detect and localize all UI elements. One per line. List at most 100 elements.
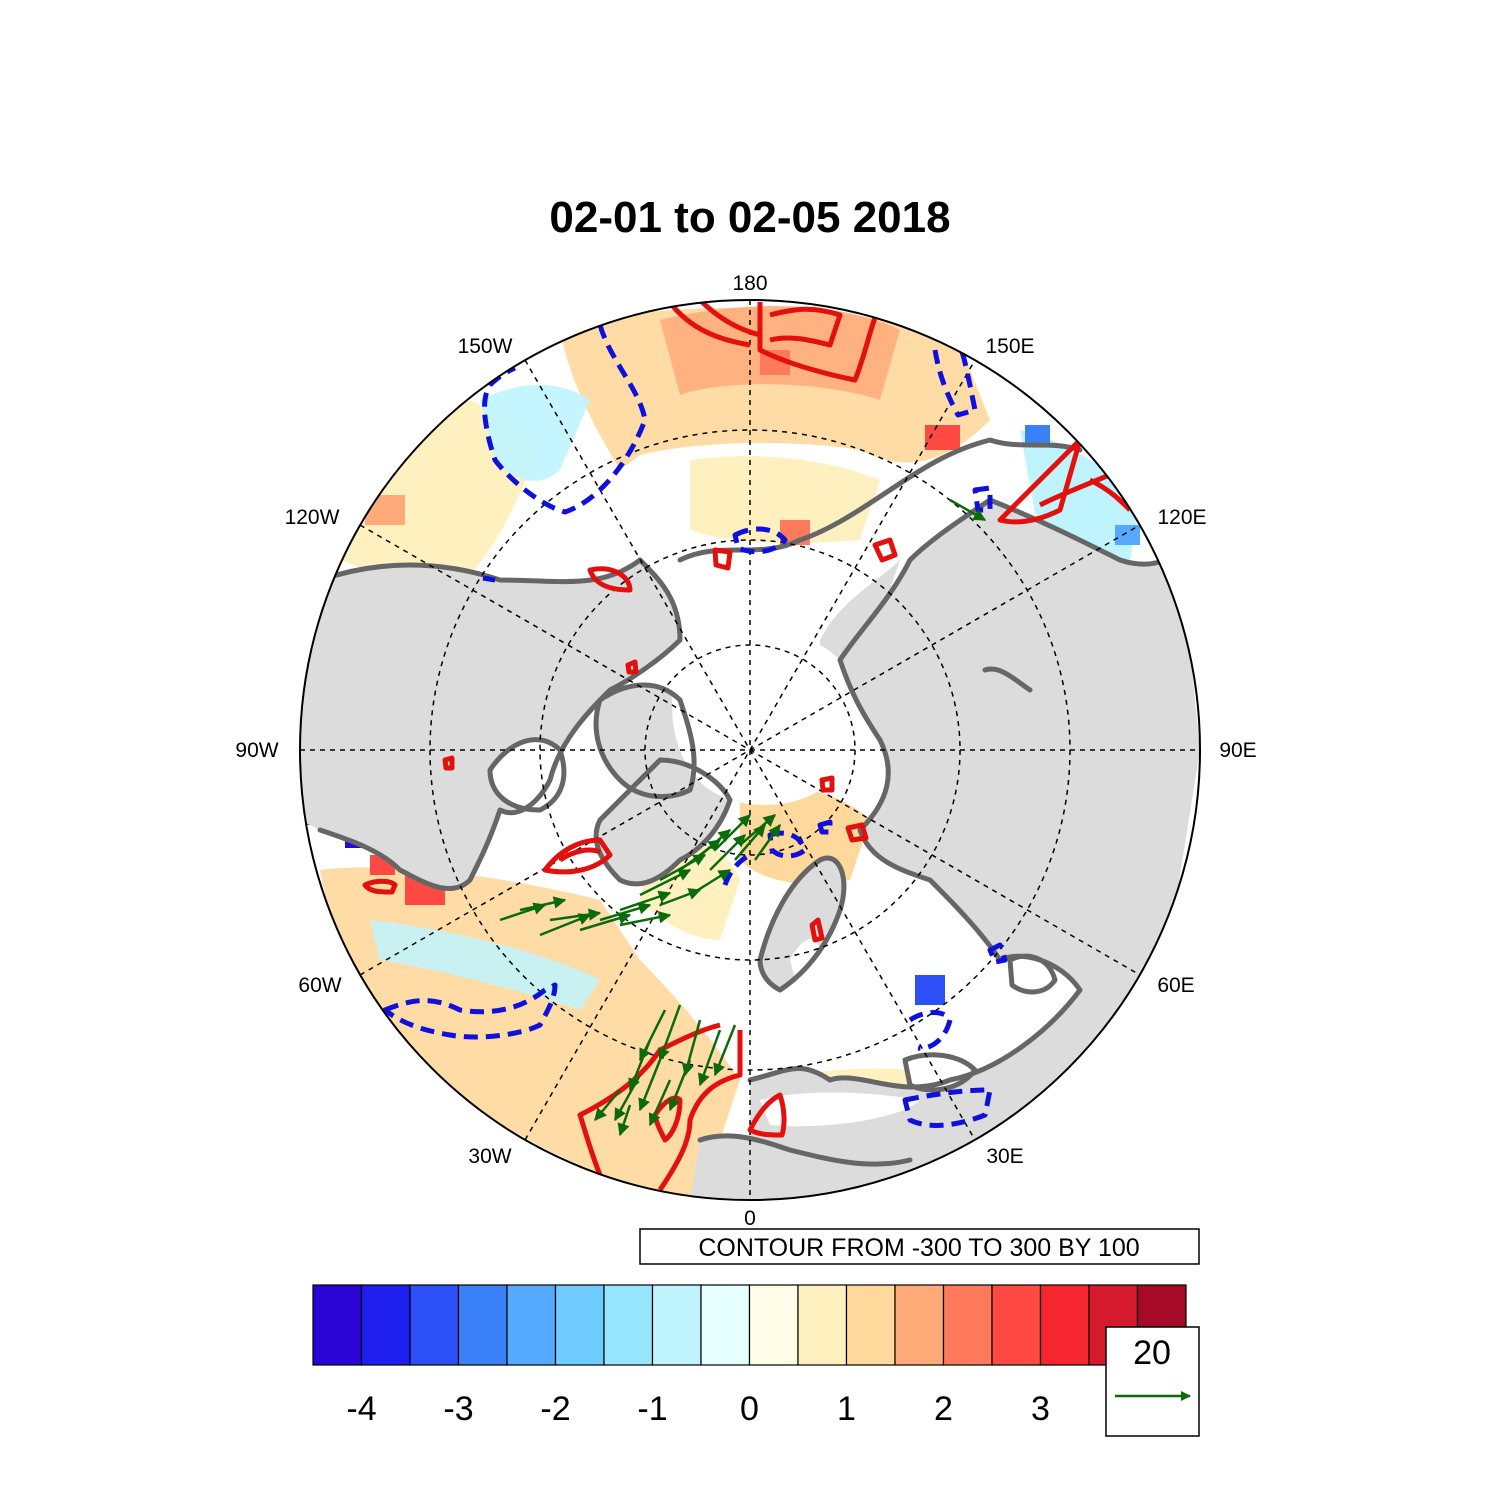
colorbar-labels: -4 -3 -2 -1 0 1 2 3 [346, 1390, 1050, 1428]
contour-kara [817, 819, 833, 835]
map-title: 02-01 to 02-05 2018 [549, 193, 950, 242]
wind-vector [697, 1029, 722, 1087]
lon-label-150e: 150E [985, 335, 1034, 358]
contour-japan [1088, 477, 1132, 512]
contour-barents-1 [819, 775, 835, 793]
land-masses [300, 500, 1200, 1200]
barents-warm [740, 786, 870, 884]
wind-vector [617, 1104, 632, 1137]
colorbar: -4 -3 -2 -1 0 1 2 3 [312, 1284, 1187, 1428]
japan-blue-cell [1025, 425, 1050, 445]
mediterranean-sea [760, 1092, 920, 1127]
contour-info-frame [639, 1228, 1200, 1265]
wind-vectors [499, 498, 987, 1137]
contour-okhotsk [972, 485, 993, 513]
colorbar-swatch [554, 1284, 605, 1366]
wind-vector [694, 829, 731, 861]
contour-black-sea [908, 1010, 953, 1051]
lon-label-30e: 30E [986, 1145, 1023, 1168]
lon-label-120e: 120E [1157, 506, 1206, 529]
contour-greenland-2 [558, 847, 601, 863]
lon-label-90w: 90W [235, 739, 278, 762]
wind-vector [628, 1039, 652, 1092]
colorbar-swatch [457, 1284, 508, 1366]
wind-vector [638, 1059, 662, 1112]
coast-siberia [677, 437, 1083, 563]
lon-label-0: 0 [744, 1207, 756, 1230]
contour-hudson [442, 755, 455, 771]
wind-vector [714, 814, 751, 851]
contour-east-siberian [712, 547, 733, 571]
wind-vector [499, 902, 547, 922]
contour-pacific-3 [757, 302, 878, 383]
negative-contours [382, 324, 1008, 1128]
coast-scandinavia [757, 855, 847, 993]
anomaly-shading [300, 306, 1140, 1200]
okhotsk-blue-cell [1115, 525, 1140, 545]
meridian-150 [524, 359, 976, 1141]
wind-vector [713, 1024, 737, 1077]
contour-north-atlantic [382, 982, 558, 1040]
map-disk [300, 300, 1200, 1200]
colorbar-swatch [312, 1284, 363, 1366]
scandinavia-land [760, 858, 844, 990]
colorbar-tick-label: -3 [443, 1390, 473, 1428]
wind-vector [539, 913, 592, 937]
contour-atlantic-east [657, 1030, 743, 1192]
lon-label-60e: 60E [1157, 974, 1194, 997]
contour-pacific-1 [665, 300, 751, 348]
contour-info-text: CONTOUR FROM -300 TO 300 BY 100 [698, 1234, 1139, 1262]
north-america-land [300, 560, 680, 889]
gulf-warm-cell [365, 495, 405, 525]
wind-vector [519, 896, 567, 912]
lon-label-30w: 30W [468, 1145, 511, 1168]
lon-label-90e: 90E [1219, 739, 1256, 762]
east-siberian-warm [690, 456, 880, 543]
coast-lake-baikal [982, 666, 1033, 693]
colorbar-swatch [651, 1284, 702, 1366]
colorbar-swatch [603, 1284, 654, 1366]
contour-barents [767, 830, 808, 859]
wind-vector [639, 868, 692, 897]
contour-atlantic-west [577, 1022, 721, 1176]
baltic-sea [790, 939, 820, 981]
colorbar-swatch [942, 1284, 993, 1366]
wind-vector [753, 823, 782, 861]
contour-canada [625, 659, 639, 675]
lon-label-120w: 120W [285, 506, 340, 529]
wind-vector [739, 814, 776, 846]
colorbar-swatch [845, 1284, 896, 1366]
contour-alaska [482, 575, 496, 583]
contour-caspian [987, 942, 1008, 965]
reference-vector-magnitude: 20 [1133, 1334, 1171, 1372]
colorbar-swatch [797, 1284, 848, 1366]
contour-barents-2 [845, 822, 869, 843]
colorbar-tick-label: -4 [346, 1390, 376, 1428]
wind-vector [599, 902, 652, 922]
wind-vector [657, 1004, 682, 1062]
contour-mediterranean [902, 1087, 993, 1128]
coast-caspian [1007, 953, 1058, 995]
wind-vector [734, 824, 766, 861]
contour-ne-pacific [482, 324, 648, 515]
colorbar-swatch [360, 1284, 411, 1366]
wind-vector [949, 498, 987, 522]
wind-vector [619, 890, 672, 912]
contour-iberia [747, 1092, 787, 1138]
contour-chukchi [587, 566, 633, 593]
ne-pacific-cool [480, 385, 590, 481]
colorbar-swatch [700, 1284, 751, 1366]
lon-label-180: 180 [732, 272, 767, 295]
colorbar-tick-label: 2 [934, 1390, 953, 1428]
black-sea [905, 1054, 975, 1090]
eurasia-land [750, 500, 1200, 1200]
colorbar-swatches [312, 1284, 1187, 1366]
contour-scandinavia [809, 917, 825, 943]
wind-vector [709, 834, 746, 871]
contour-greenland-1 [542, 837, 613, 875]
contour-pacific-2 [698, 300, 761, 338]
black-sea-blue [915, 975, 945, 1005]
contour-bering-sea [872, 537, 898, 563]
colorbar-tick-label: -1 [637, 1390, 667, 1428]
colorbar-tick-label: 0 [740, 1390, 759, 1428]
